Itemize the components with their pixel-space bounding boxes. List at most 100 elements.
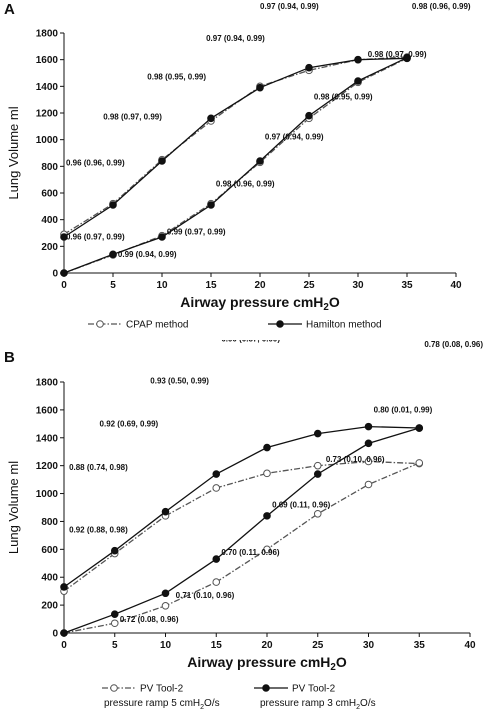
y-tick-label: 1600 <box>36 405 59 416</box>
data-point <box>212 470 221 478</box>
y-axis-title: Lung Volume ml <box>6 106 21 199</box>
y-tick-label: 0 <box>52 629 58 640</box>
data-point <box>256 157 264 165</box>
annotation-label: 0.72 (0.08, 0.96) <box>120 615 179 624</box>
y-tick-label: 800 <box>41 517 58 528</box>
y-tick-label: 1000 <box>36 489 59 500</box>
legend-label: Hamilton method <box>306 320 382 331</box>
y-tick-label: 200 <box>41 242 58 253</box>
y-tick-label: 1800 <box>36 378 59 389</box>
annotation-label: 0.98 (0.96, 0.99) <box>216 179 275 188</box>
annotation-label: 0.97 (0.94, 0.99) <box>265 133 324 142</box>
y-tick-label: 600 <box>41 189 58 200</box>
annotation-label: 0.96 (0.96, 0.99) <box>66 159 125 168</box>
data-point <box>110 546 119 555</box>
y-tick-label: 1000 <box>36 135 59 146</box>
annotation-label: 0.99 (0.97, 0.99) <box>167 227 226 236</box>
y-tick-label: 200 <box>41 601 58 612</box>
y-tick-label: 1800 <box>36 29 59 40</box>
legend-marker <box>276 320 284 328</box>
x-tick-label: 40 <box>450 280 462 291</box>
data-point <box>161 507 170 516</box>
annotation-label: 0.96 (0.97, 0.99) <box>66 233 125 242</box>
x-tick-label: 35 <box>414 640 426 651</box>
legend-marker <box>110 684 118 692</box>
legend-marker <box>262 684 270 692</box>
data-point <box>415 424 424 432</box>
data-point <box>313 461 322 470</box>
y-tick-label: 1400 <box>36 433 59 444</box>
data-point <box>354 77 362 85</box>
annotation-label: 0.80 (0.01, 0.99) <box>374 406 433 415</box>
data-point <box>263 512 271 520</box>
annotation-label: 0.98 (0.97, 0.99) <box>368 50 427 59</box>
data-point <box>263 469 271 478</box>
x-axis-title: Airway pressure cmH2O <box>187 654 347 673</box>
series-line <box>63 425 420 588</box>
y-tick-label: 800 <box>41 162 58 173</box>
y-tick-label: 400 <box>41 215 58 226</box>
y-tick-label: 1200 <box>36 109 59 120</box>
data-point <box>60 269 68 277</box>
data-point <box>364 422 373 431</box>
panel-letter: A <box>4 1 15 18</box>
y-tick-label: 600 <box>41 545 58 556</box>
annotation-label: 0.90 (0.57, 0.99) <box>221 340 280 344</box>
data-point <box>263 443 271 452</box>
data-point <box>207 114 215 123</box>
annotation-label: 0.98 (0.97, 0.99) <box>103 113 162 122</box>
legend-marker <box>96 320 104 328</box>
data-point <box>212 578 221 586</box>
data-point <box>305 111 313 120</box>
data-point <box>313 429 322 438</box>
x-tick-label: 40 <box>464 640 476 651</box>
data-point <box>364 439 373 448</box>
x-axis-title: Airway pressure cmH2O <box>180 294 340 313</box>
data-point <box>305 63 313 72</box>
annotation-label: 0.97 (0.94, 0.99) <box>206 34 265 43</box>
x-tick-label: 0 <box>61 640 67 651</box>
data-point <box>109 250 117 259</box>
annotation-label: 0.99 (0.94, 0.99) <box>118 250 177 259</box>
y-tick-label: 1600 <box>36 55 59 66</box>
annotation-label: 0.93 (0.50, 0.99) <box>150 376 209 385</box>
data-point <box>207 201 215 209</box>
annotation-label: 0.92 (0.88, 0.98) <box>69 526 128 535</box>
annotation-label: 0.70 (0.11, 0.96) <box>221 548 280 557</box>
data-point <box>354 55 362 64</box>
chart-panel-a: A0 5 10 15 20 25 30 35 4002004006008001000120014… <box>4 1 471 331</box>
x-tick-label: 5 <box>110 280 116 291</box>
data-point <box>161 589 170 598</box>
x-tick-label: 15 <box>205 280 217 291</box>
data-point <box>158 157 166 165</box>
data-point <box>109 201 117 209</box>
series-line <box>63 57 408 238</box>
annotation-label: 0.98 (0.96, 0.99) <box>412 2 471 11</box>
x-tick-label: 30 <box>363 640 375 651</box>
y-tick-label: 1200 <box>36 461 59 472</box>
data-point <box>212 484 221 492</box>
legend-label-line2: pressure ramp 5 cmH2O/s <box>104 698 220 711</box>
legend-label: PV Tool-2 <box>140 684 184 695</box>
data-point <box>110 619 119 628</box>
y-tick-label: 1400 <box>36 82 59 93</box>
data-point <box>60 629 68 637</box>
legend-label: CPAP method <box>126 320 188 331</box>
series-line <box>63 460 420 592</box>
annotation-label: 0.92 (0.69, 0.99) <box>100 420 159 429</box>
legend-label: PV Tool-2 <box>292 684 336 695</box>
series-line <box>63 57 408 274</box>
legend-label-line2: pressure ramp 3 cmH2O/s <box>260 698 376 711</box>
panel-letter: B <box>4 349 15 366</box>
data-point <box>161 602 170 610</box>
x-tick-label: 25 <box>303 280 315 291</box>
y-axis-title: Lung Volume ml <box>6 461 21 554</box>
x-tick-label: 20 <box>254 280 266 291</box>
data-point <box>212 555 221 563</box>
x-tick-label: 30 <box>352 280 364 291</box>
data-point <box>256 83 264 92</box>
x-tick-label: 10 <box>160 640 172 651</box>
y-tick-label: 0 <box>52 269 58 280</box>
annotation-label: 0.98 (0.95, 0.99) <box>314 93 373 102</box>
